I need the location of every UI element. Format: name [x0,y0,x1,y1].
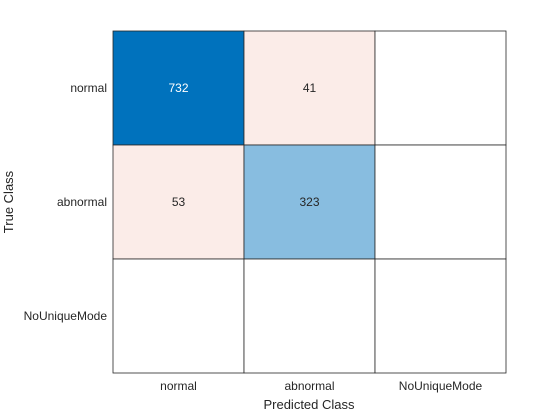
x-tick-label: NoUniqueMode [399,379,483,393]
x-tick-label: abnormal [284,379,334,393]
y-axis-label: True Class [1,170,16,233]
y-tick-label: normal [70,81,107,95]
cell-value-0-1: 41 [303,81,317,95]
matrix-cell-0-1 [243,30,376,146]
matrix-cell-1-2 [374,144,507,260]
x-axis-label: Predicted Class [263,397,355,412]
cell-value-1-1: 323 [299,195,319,209]
matrix-cell-2-2 [374,258,507,374]
matrix-cell-1-0 [112,144,245,260]
matrix-cell-0-0 [112,30,245,146]
matrix-cell-0-2 [374,30,507,146]
cell-values: 732 41 53 323 [168,81,319,209]
cell-value-1-0: 53 [172,195,186,209]
matrix-cell-1-1 [243,144,376,260]
y-tick-label: abnormal [57,195,107,209]
y-tick-labels: normal abnormal NoUniqueMode [24,81,108,323]
cell-value-0-0: 732 [168,81,188,95]
y-tick-label: NoUniqueMode [24,309,108,323]
matrix-cell-2-0 [112,258,245,374]
x-tick-labels: normal abnormal NoUniqueMode [160,379,482,393]
x-tick-label: normal [160,379,197,393]
matrix-cell-2-1 [243,258,376,374]
matrix-cells [112,30,507,374]
